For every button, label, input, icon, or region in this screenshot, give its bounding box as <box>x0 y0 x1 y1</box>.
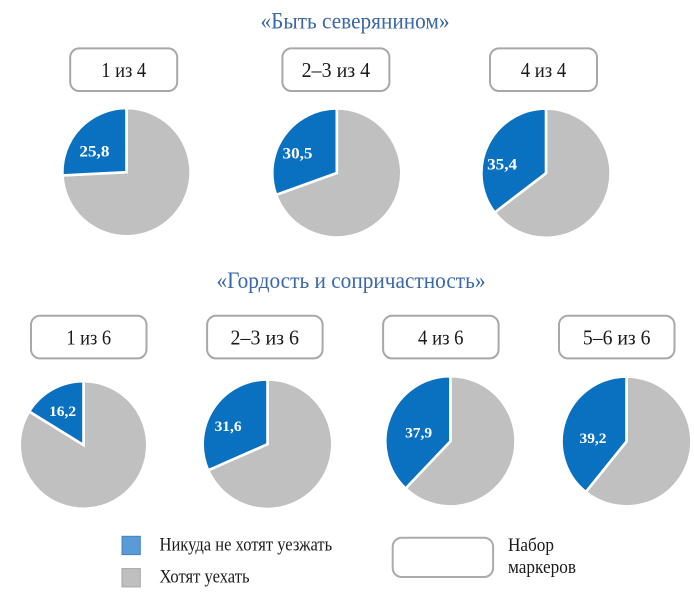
svg-text:37,9: 37,9 <box>405 426 432 442</box>
svg-text:2–3 из 6: 2–3 из 6 <box>231 325 300 349</box>
svg-text:35,4: 35,4 <box>487 157 517 174</box>
svg-text:4 из 4: 4 из 4 <box>521 58 567 82</box>
svg-text:31,6: 31,6 <box>215 419 243 435</box>
svg-text:«Гордость и сопричастность»: «Гордость и сопричастность» <box>217 268 486 293</box>
svg-text:«Быть северянином»: «Быть северянином» <box>261 8 450 33</box>
svg-text:39,2: 39,2 <box>580 431 607 447</box>
svg-text:5–6 из 6: 5–6 из 6 <box>583 325 651 349</box>
svg-text:Никуда не хотят уезжать: Никуда не хотят уезжать <box>160 535 333 555</box>
svg-text:30,5: 30,5 <box>283 145 313 162</box>
svg-text:маркеров: маркеров <box>508 558 576 578</box>
svg-text:1 из 4: 1 из 4 <box>101 58 146 82</box>
svg-text:Набор: Набор <box>508 536 554 556</box>
svg-text:Хотят уехать: Хотят уехать <box>160 568 250 588</box>
svg-text:25,8: 25,8 <box>79 143 109 160</box>
svg-text:2–3 из 4: 2–3 из 4 <box>302 58 371 82</box>
svg-text:16,2: 16,2 <box>49 404 76 420</box>
svg-text:4 из 6: 4 из 6 <box>418 325 464 349</box>
svg-text:1 из 6: 1 из 6 <box>66 325 111 349</box>
